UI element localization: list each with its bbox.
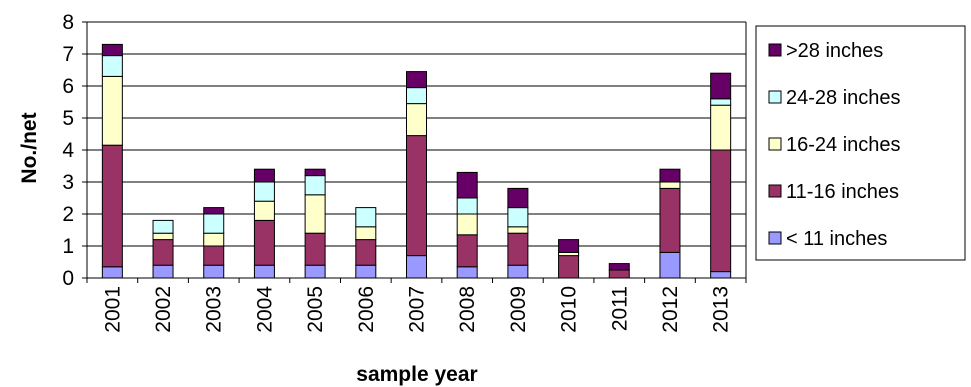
bar-segment <box>355 226 377 241</box>
legend-label: 24-28 inches <box>786 87 901 109</box>
legend-swatch <box>768 231 782 245</box>
bar-segment <box>406 135 427 257</box>
legend-box <box>755 25 966 261</box>
axes <box>82 21 747 283</box>
bar-segment <box>355 264 377 279</box>
bar-segment <box>253 181 275 202</box>
bar-segment <box>304 232 326 266</box>
bar-segment <box>253 264 275 279</box>
bar-segment <box>659 168 681 183</box>
bar-segment <box>253 168 275 183</box>
legend: >28 inches 24-28 inches 16-24 inches 11-16 … <box>755 25 966 261</box>
y-tick-label: 1 <box>62 235 74 258</box>
bar-segment <box>203 264 225 279</box>
bar-segment <box>558 255 580 279</box>
bar-segment <box>710 149 732 273</box>
bar-segment <box>456 171 478 199</box>
x-tick-label: 2004 <box>253 286 276 333</box>
bar-segment <box>253 219 275 266</box>
y-tick-label: 6 <box>62 75 74 98</box>
bar-segment <box>659 187 681 253</box>
y-tick-label: 7 <box>62 43 74 66</box>
x-tick-label: 2005 <box>304 286 327 333</box>
x-tick-labels: 2001 2002 2003 2004 2005 2006 2007 2008 2009 2010… <box>101 286 732 333</box>
bar-segment <box>456 234 478 268</box>
bar-segment <box>203 213 225 234</box>
bar-segment <box>304 168 326 177</box>
y-tick-label: 5 <box>62 107 74 130</box>
bar-segment <box>710 98 732 106</box>
bar-segment <box>558 239 580 253</box>
x-tick-label: 2001 <box>101 286 124 333</box>
y-tick-label: 8 <box>62 11 74 34</box>
bar-segment <box>710 104 732 151</box>
legend-swatch <box>768 137 782 151</box>
x-tick-label: 2007 <box>406 286 429 333</box>
x-tick-label: 2011 <box>608 286 631 331</box>
bar-segment <box>101 55 123 77</box>
y-tick-label: 2 <box>62 203 74 226</box>
bar-segment <box>253 200 275 221</box>
bar-segment <box>507 187 529 209</box>
bar-segment <box>304 264 326 279</box>
legend-label: 16-24 inches <box>786 134 901 156</box>
x-tick-label: 2010 <box>558 286 581 333</box>
bar-segment <box>406 71 427 89</box>
x-tick-label: 2012 <box>659 286 682 333</box>
x-tick-label: 2013 <box>710 286 733 333</box>
bar-segment <box>152 219 174 234</box>
bar-segment <box>101 43 123 57</box>
y-tick-label: 4 <box>62 139 74 162</box>
bar-segment <box>355 239 377 266</box>
bar-segment <box>152 239 174 266</box>
bar-segment <box>710 72 732 100</box>
bar-segment <box>456 266 478 279</box>
bar-stacks <box>101 43 732 279</box>
bar-segment <box>101 75 123 146</box>
x-tick-label: 2002 <box>152 286 175 333</box>
x-tick-label: 2006 <box>355 286 378 333</box>
legend-label: 11-16 inches <box>786 181 899 203</box>
bar-segment <box>355 207 377 228</box>
bar-segment <box>304 175 326 196</box>
bar-segment <box>101 266 123 279</box>
bar-segment <box>710 271 732 279</box>
y-tick-label: 0 <box>62 267 74 290</box>
legend-label: >28 inches <box>786 40 883 62</box>
legend-swatch <box>768 184 782 198</box>
bar-segment <box>152 264 174 279</box>
y-tick-labels: 0 1 2 3 4 5 6 7 8 <box>62 11 74 290</box>
legend-swatch <box>768 90 782 104</box>
y-axis-title: No./net <box>18 112 41 183</box>
x-tick-label: 2003 <box>203 286 226 333</box>
bar-segment <box>406 103 427 137</box>
bar-segment <box>659 181 681 189</box>
legend-swatch <box>768 43 782 57</box>
bar-segment <box>203 207 225 215</box>
bar-segment <box>304 194 326 234</box>
bar-segment <box>608 263 630 271</box>
bar-segment <box>406 87 427 105</box>
bar-segment <box>507 226 529 234</box>
bar-segment <box>101 144 123 268</box>
bar-segment <box>659 251 681 279</box>
x-tick-label: 2008 <box>456 286 479 333</box>
bar-segment <box>456 213 478 236</box>
bar-segment <box>203 245 225 266</box>
bar-segment <box>203 232 225 247</box>
legend-label: < 11 inches <box>786 228 887 250</box>
bar-segment <box>507 232 529 266</box>
bar-segment <box>406 255 427 279</box>
bar-segment <box>608 269 630 279</box>
x-axis-title: sample year <box>356 363 477 386</box>
bar-segment <box>456 197 478 215</box>
bar-segment <box>507 264 529 279</box>
bar-segment <box>152 232 174 241</box>
x-tick-label: 2009 <box>507 286 530 333</box>
bar-segment <box>507 207 529 228</box>
y-tick-label: 3 <box>62 171 74 194</box>
